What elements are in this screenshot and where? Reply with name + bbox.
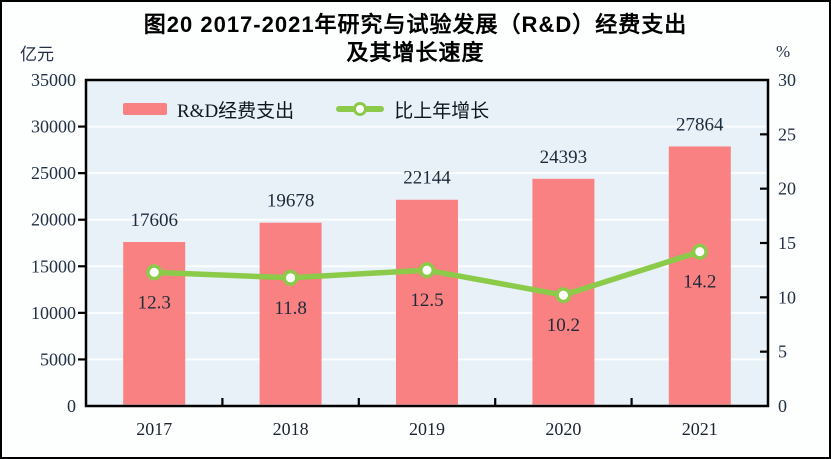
bar-value-label-2020: 24393	[540, 147, 588, 168]
chart-title-line1: 图20 2017-2021年研究与试验发展（R&D）经费支出	[143, 12, 688, 37]
x-axis-label-2021: 2021	[682, 419, 718, 439]
bar-value-label-2018: 19678	[267, 191, 315, 212]
bar-2021	[668, 146, 731, 405]
right-axis-unit: %	[776, 42, 791, 61]
right-axis-label: 0	[778, 396, 787, 416]
chart-title-line2: 及其增长速度	[346, 40, 485, 65]
line-marker-2021	[691, 243, 708, 260]
legend-line-label: 比上年增长	[394, 100, 490, 122]
line-marker-2017	[146, 264, 163, 281]
right-axis-label: 20	[778, 179, 796, 199]
line-marker-2018	[282, 269, 299, 286]
x-axis-label-2020: 2020	[545, 419, 581, 439]
left-axis-label: 10000	[31, 303, 76, 323]
x-axis-label-2019: 2019	[409, 419, 445, 439]
bar-value-label-2017: 17606	[130, 210, 178, 231]
line-value-label-2020: 10.2	[547, 315, 580, 336]
left-axis-label: 0	[67, 396, 76, 416]
line-value-label-2019: 12.5	[410, 290, 443, 311]
left-axis-label: 15000	[31, 256, 76, 276]
left-axis-label: 35000	[31, 70, 76, 90]
chart-title: 图20 2017-2021年研究与试验发展（R&D）经费支出 及其增长速度	[2, 11, 829, 67]
left-axis-label: 30000	[31, 117, 76, 137]
right-axis-label: 30	[778, 70, 796, 90]
bar-value-label-2019: 22144	[403, 168, 451, 189]
x-axis-label-2017: 2017	[136, 419, 172, 439]
line-value-label-2021: 14.2	[683, 272, 716, 293]
line-marker-2019	[418, 262, 436, 279]
left-axis-label: 20000	[31, 210, 76, 230]
left-axis-label: 25000	[31, 163, 76, 183]
legend-line-marker-icon	[353, 102, 368, 116]
legend-line-swatch-icon	[336, 101, 385, 117]
line-marker-2020	[555, 287, 572, 304]
legend-bar-label: R&D经费支出	[177, 100, 295, 122]
right-axis-label: 15	[778, 233, 796, 253]
bar-value-label-2021: 27864	[676, 114, 724, 135]
legend: R&D经费支出 比上年增长	[123, 97, 490, 122]
bar-2018	[259, 222, 322, 405]
right-axis-label: 10	[778, 287, 796, 307]
right-axis-label: 25	[778, 124, 796, 144]
bar-2019	[396, 199, 458, 405]
right-axis-label: 5	[778, 342, 787, 362]
line-value-label-2018: 11.8	[274, 298, 307, 319]
left-axis-unit: 亿元	[20, 45, 54, 64]
line-value-label-2017: 12.3	[138, 292, 171, 313]
legend-bar-swatch-icon	[123, 103, 167, 115]
left-axis-label: 5000	[40, 349, 76, 369]
x-axis-label-2018: 2018	[273, 419, 309, 439]
